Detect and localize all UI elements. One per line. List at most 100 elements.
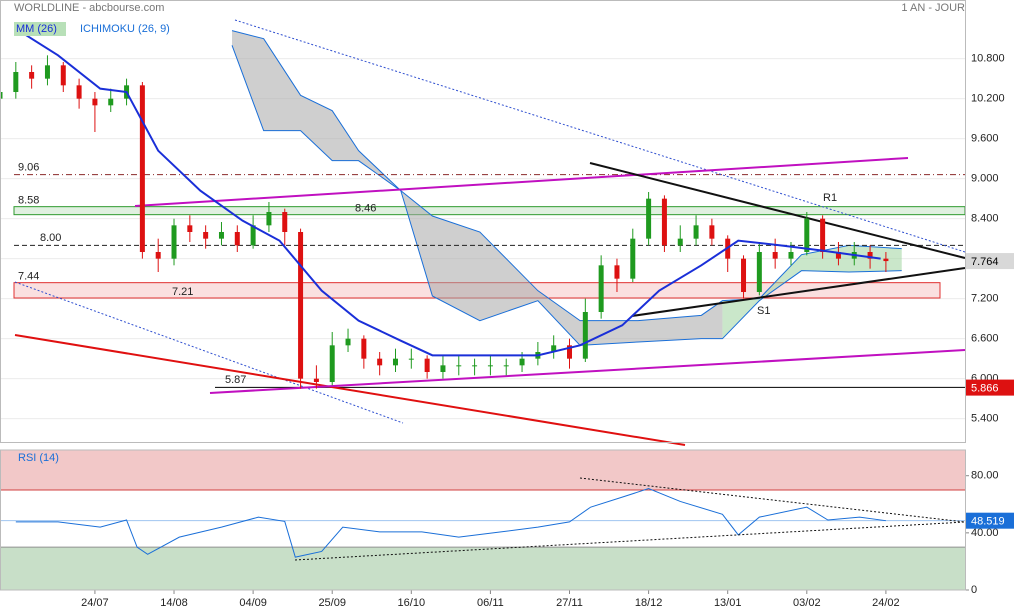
candle-body (313, 378, 319, 382)
support-price-box (966, 379, 1014, 396)
candle-body (693, 225, 699, 239)
candle-body (60, 65, 66, 86)
level-label: 8.00 (40, 232, 61, 244)
candle-body (646, 198, 652, 239)
x-tick-label: 25/09 (318, 597, 346, 609)
candle-body (234, 232, 240, 246)
candle-body (13, 72, 19, 92)
candle-body (867, 252, 873, 259)
y-tick-label: 10.800 (971, 53, 1005, 65)
ichimoku-cloud (232, 30, 723, 346)
triangle-line (631, 267, 966, 317)
x-tick-label: 27/11 (556, 597, 583, 609)
trend-line (14, 281, 404, 424)
candle-body (820, 218, 826, 252)
y-tick-label: 9.600 (971, 133, 999, 145)
candle-body (44, 65, 50, 79)
moving-average (15, 27, 881, 357)
candle-body (298, 232, 304, 379)
rsi-frame (0, 449, 966, 591)
candle-body (345, 338, 351, 346)
y-tick-label: 5.400 (971, 413, 999, 425)
trend-line (14, 334, 686, 446)
ichimoku-line (231, 30, 902, 322)
annotation: R1 (823, 192, 837, 204)
rsi-last: 48.519 (971, 516, 1005, 528)
chart-subtitle: 1 AN - JOUR (901, 2, 965, 14)
x-tick-label: 13/01 (714, 597, 742, 609)
candle-body (329, 345, 335, 382)
y-tick-label: 10.200 (971, 93, 1005, 105)
candle-body (472, 365, 478, 367)
candle-body (392, 358, 398, 366)
level-band (13, 206, 966, 216)
candle-body (250, 225, 256, 246)
candle-body (661, 198, 667, 246)
x-tick-label: 24/07 (81, 597, 109, 609)
candle-body (456, 365, 462, 367)
x-tick-label: 04/09 (239, 597, 267, 609)
rsi-line (15, 488, 886, 558)
candle-body (614, 265, 620, 279)
candle-body (155, 252, 161, 259)
band-label: 8.46 (355, 203, 376, 215)
candle-body (804, 218, 810, 252)
chart-title: WORLDLINE - abcbourse.com (14, 2, 164, 14)
candle-body (677, 238, 683, 246)
candle-body (756, 252, 762, 292)
candle-body (203, 232, 209, 239)
candle-body (171, 225, 177, 259)
candle-body (76, 85, 82, 99)
candle-body (440, 365, 446, 372)
rsi-last-box (966, 512, 1014, 529)
rsi-panel (0, 449, 969, 594)
candle-body (377, 358, 383, 366)
candle-body (567, 345, 573, 359)
candle-body (282, 212, 288, 232)
y-tick-label: 8.400 (971, 213, 999, 225)
x-tick-label: 16/10 (398, 597, 426, 609)
candle-body (487, 365, 493, 367)
candle-body (424, 358, 430, 372)
ichimoku-line (231, 45, 902, 346)
band-label: 8.58 (18, 195, 39, 207)
candle-body (582, 312, 588, 359)
candle-body (218, 232, 224, 239)
candle-body (92, 98, 98, 106)
channel-line (134, 157, 909, 207)
price-frame (0, 0, 966, 443)
candle-body (883, 258, 889, 262)
candle-body (266, 212, 272, 226)
support-price: 5.866 (971, 383, 999, 395)
rsi-trend (579, 477, 966, 523)
candle-body (187, 225, 193, 232)
candle-body (709, 225, 715, 239)
x-tick-label: 24/02 (872, 597, 900, 609)
candle-body (772, 252, 778, 259)
band-label: 7.44 (18, 271, 39, 283)
last-price-box (966, 253, 1014, 270)
candle-body (361, 338, 367, 359)
level-label: 9.06 (18, 162, 39, 174)
candle-body (408, 358, 414, 360)
candle-body (630, 238, 636, 279)
x-tick-label: 06/11 (477, 597, 504, 609)
x-tick-label: 18/12 (635, 597, 663, 609)
band-label: 7.21 (172, 286, 193, 298)
overlay: MM (26) ICHIMOKU (26, 9) WORLDLINE - abc… (14, 2, 1014, 609)
y-tick-label: 9.000 (971, 173, 999, 185)
rsi-tick-label: 80.00 (971, 470, 999, 482)
price-panel (0, 0, 966, 446)
channel-line (209, 349, 966, 394)
candle-body (788, 252, 794, 259)
rsi-label: RSI (14) (18, 452, 59, 464)
candle-body (108, 98, 114, 106)
candle-body (598, 265, 604, 312)
x-tick-label: 03/02 (793, 597, 821, 609)
candle-body (551, 345, 557, 352)
rsi-overbought-zone (0, 450, 965, 490)
candle-body (835, 252, 841, 259)
plot-frame (0, 0, 965, 442)
